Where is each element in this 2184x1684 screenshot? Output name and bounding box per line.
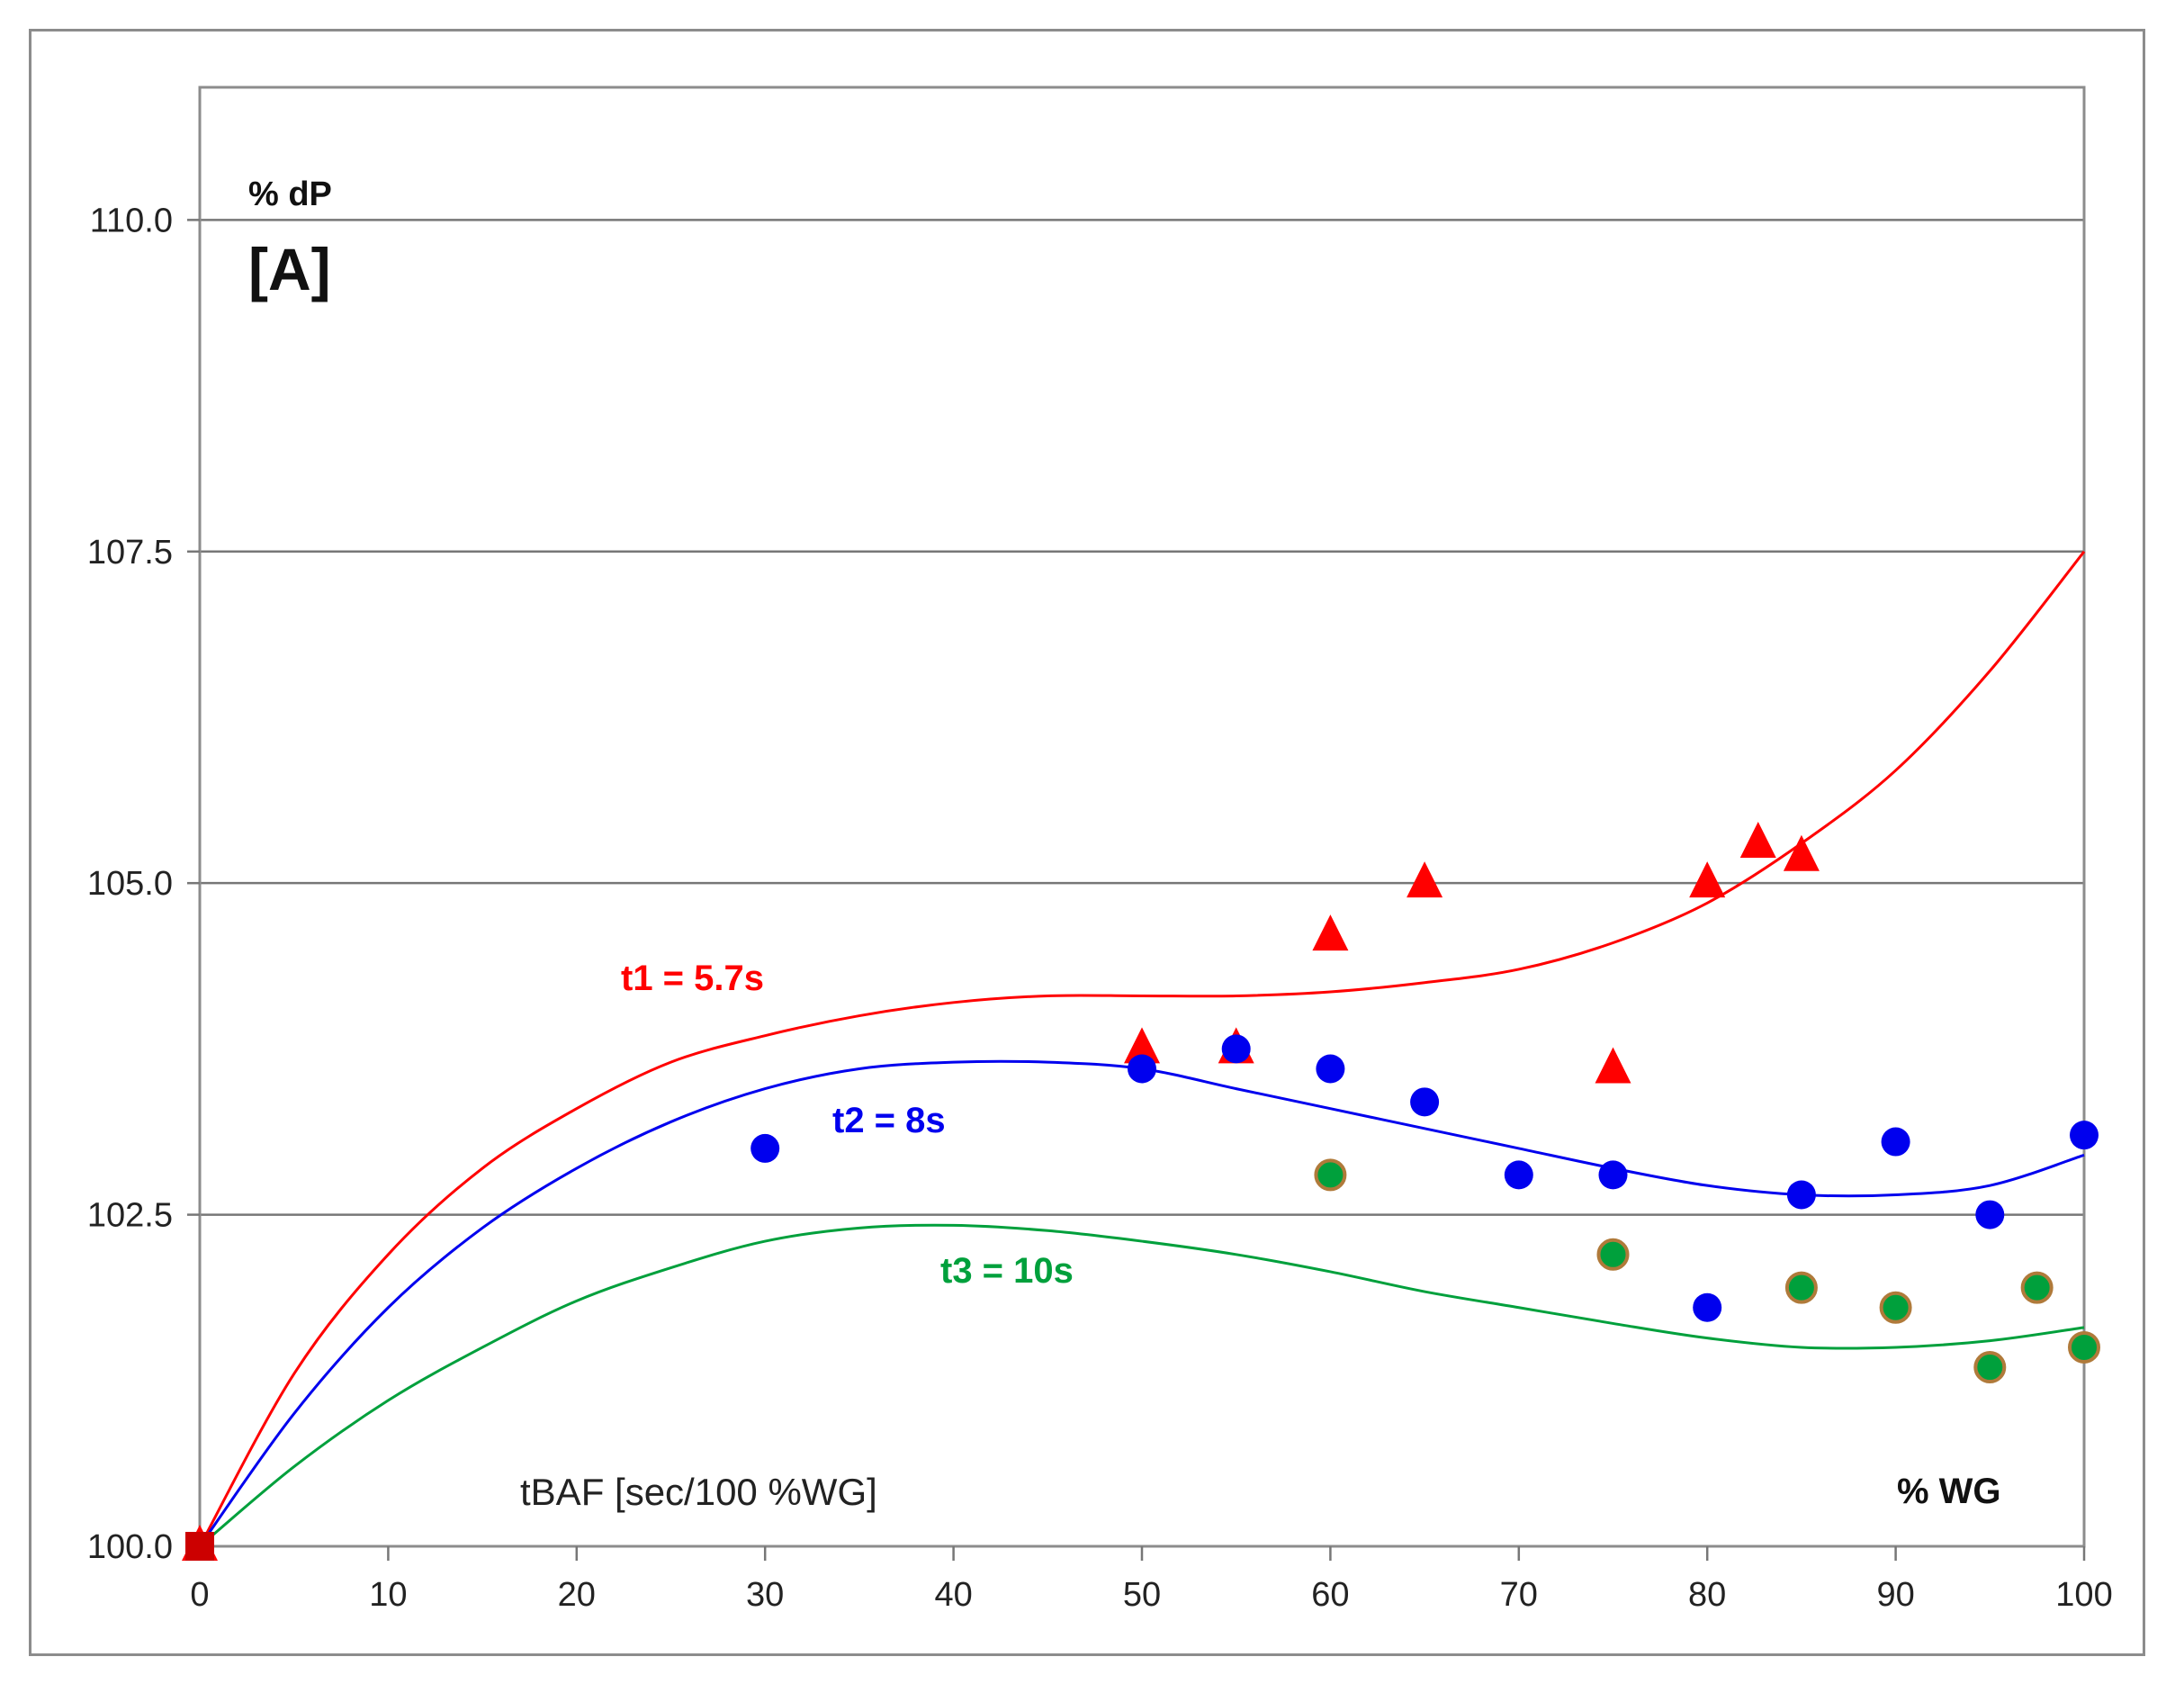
data-point-circle xyxy=(1879,1291,1912,1324)
x-unit-note: tBAF [sec/100 %WG] xyxy=(520,1471,877,1513)
data-point-circle xyxy=(1881,1127,1910,1157)
data-point-triangle xyxy=(1739,821,1776,858)
data-point-triangle xyxy=(1595,1047,1631,1084)
x-axis-label: % WG xyxy=(1897,1472,2001,1511)
x-tick-label: 30 xyxy=(746,1576,784,1614)
data-point-circle xyxy=(1128,1054,1156,1084)
data-point-circle xyxy=(1504,1160,1533,1190)
series-label-t3: t3 = 10s xyxy=(940,1251,1074,1291)
data-point-circle xyxy=(750,1133,780,1163)
origin-marker xyxy=(185,1532,214,1561)
data-point-triangle xyxy=(1783,834,1820,871)
data-point-circle xyxy=(2070,1121,2099,1150)
data-point-circle xyxy=(1221,1034,1251,1064)
data-point-triangle xyxy=(1689,861,1726,898)
data-point-circle xyxy=(1410,1087,1440,1117)
data-point-circle xyxy=(1786,1180,1816,1210)
x-tick-label: 50 xyxy=(1123,1576,1161,1614)
x-tick-label: 20 xyxy=(558,1576,596,1614)
chart-frame xyxy=(29,29,2145,1656)
y-tick-label: 100.0 xyxy=(87,1528,173,1566)
panel-label: [A] xyxy=(248,236,331,302)
x-tick-label: 60 xyxy=(1311,1576,1349,1614)
x-tick-label: 10 xyxy=(369,1576,407,1614)
y-tick-label: 102.5 xyxy=(87,1197,173,1235)
y-tick-label: 107.5 xyxy=(87,534,173,572)
y-axis-label: % dP xyxy=(248,176,332,213)
data-point-triangle xyxy=(1124,1027,1160,1064)
series-label-t2: t2 = 8s xyxy=(832,1101,946,1140)
x-tick-label: 80 xyxy=(1688,1576,1726,1614)
data-point-circle xyxy=(2020,1271,2054,1304)
grid-lines xyxy=(200,219,2084,1216)
data-point-circle xyxy=(1975,1200,2005,1229)
data-point-circle xyxy=(1314,1158,1347,1192)
fit-curve-series-2 xyxy=(198,1059,2085,1547)
data-point-circle xyxy=(1973,1351,2007,1384)
data-point-circle xyxy=(1598,1160,1628,1190)
data-point-circle xyxy=(1784,1271,1818,1304)
data-point-circle xyxy=(2068,1330,2100,1364)
x-tick-label: 100 xyxy=(2055,1576,2112,1614)
y-axis-ticks: 100.0 102.5 105.0 107.5 110.0 xyxy=(87,202,200,1566)
plot-area xyxy=(198,86,2086,1548)
data-point-triangle xyxy=(1407,861,1443,898)
data-point-circle xyxy=(1693,1292,1722,1322)
data-point-circle xyxy=(1316,1054,1345,1084)
x-axis-ticks: 0 10 20 30 40 50 60 70 80 90 100 xyxy=(190,1546,2113,1614)
y-tick-label: 105.0 xyxy=(87,865,173,903)
x-tick-label: 90 xyxy=(1876,1576,1914,1614)
x-tick-label: 40 xyxy=(934,1576,972,1614)
x-tick-label: 0 xyxy=(190,1576,209,1614)
y-tick-label: 110.0 xyxy=(90,202,173,239)
x-tick-label: 70 xyxy=(1500,1576,1538,1614)
data-point-circle xyxy=(1596,1238,1630,1271)
data-points xyxy=(182,821,2100,1561)
data-point-triangle xyxy=(1312,914,1349,951)
series-label-t1: t1 = 5.7s xyxy=(621,959,764,998)
fit-curve-series-3 xyxy=(199,1223,2085,1548)
